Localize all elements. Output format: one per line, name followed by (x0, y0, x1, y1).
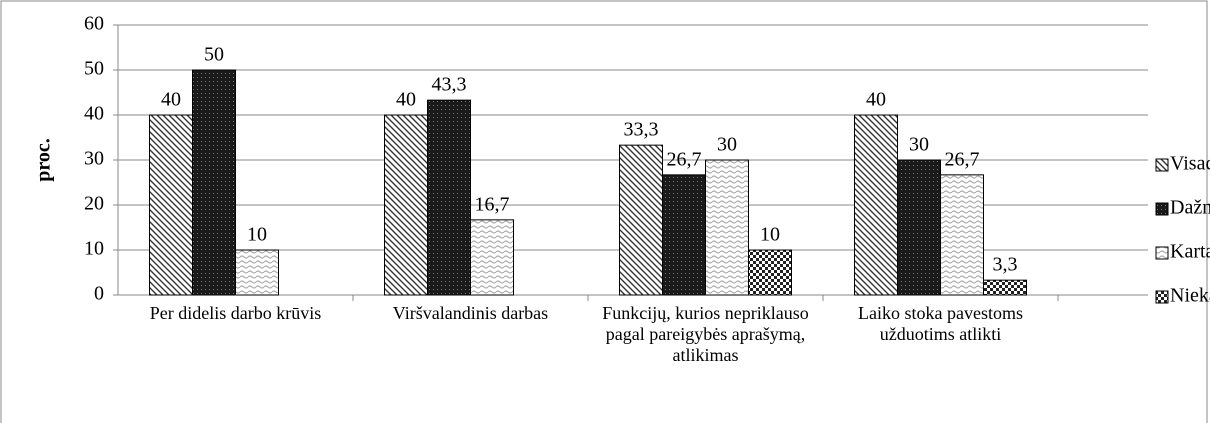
y-tick-label: 0 (94, 283, 104, 305)
bar (940, 174, 984, 296)
data-label: 3,3 (993, 254, 1018, 276)
data-label: 26,7 (945, 148, 980, 170)
data-label: 50 (204, 44, 224, 66)
bar (192, 69, 236, 296)
x-tick-label: Per didelis darbo krūvis (149, 303, 322, 323)
legend-swatch (1155, 158, 1169, 172)
bar (470, 219, 514, 296)
legend-label: Visada (1170, 153, 1210, 175)
data-label: 30 (717, 134, 737, 156)
bar (384, 114, 428, 296)
legend-label: Kartais (1170, 241, 1210, 263)
bar (705, 159, 749, 296)
bar (427, 99, 471, 296)
legend-label: Niekada (1170, 285, 1210, 307)
legend-swatch (1155, 246, 1169, 260)
y-tick-label: 50 (84, 58, 104, 80)
y-tick-label: 10 (84, 238, 104, 260)
y-tick-label: 60 (84, 13, 104, 35)
bar (149, 114, 193, 296)
legend-label: Dažnai (1170, 197, 1210, 219)
data-label: 16,7 (475, 193, 510, 215)
data-label: 30 (909, 134, 929, 156)
bar (983, 279, 1027, 296)
data-label: 40 (396, 89, 416, 111)
bar (619, 144, 663, 296)
y-tick-label: 40 (84, 103, 104, 125)
y-axis-label: proc. (33, 138, 55, 182)
data-label: 40 (161, 89, 181, 111)
x-tick-label: Funkcijų, kurios nepriklauso pagal parei… (602, 303, 809, 365)
data-label: 26,7 (667, 148, 702, 170)
x-tick-label: Laiko stoka pavestoms užduotims atlikti (858, 303, 1023, 344)
bar (854, 114, 898, 296)
bar (748, 249, 792, 296)
legend-swatch (1155, 202, 1169, 216)
y-tick-label: 20 (84, 193, 104, 215)
bar (662, 174, 706, 296)
legend-swatch (1155, 290, 1169, 304)
y-tick-label: 30 (84, 148, 104, 170)
data-label: 33,3 (624, 119, 659, 141)
data-label: 40 (866, 89, 886, 111)
bar (235, 249, 279, 296)
bar (897, 159, 941, 296)
data-label: 10 (760, 224, 780, 246)
data-label: 10 (247, 224, 267, 246)
x-tick-label: Viršvalandinis darbas (392, 303, 549, 323)
data-label: 43,3 (432, 74, 467, 96)
